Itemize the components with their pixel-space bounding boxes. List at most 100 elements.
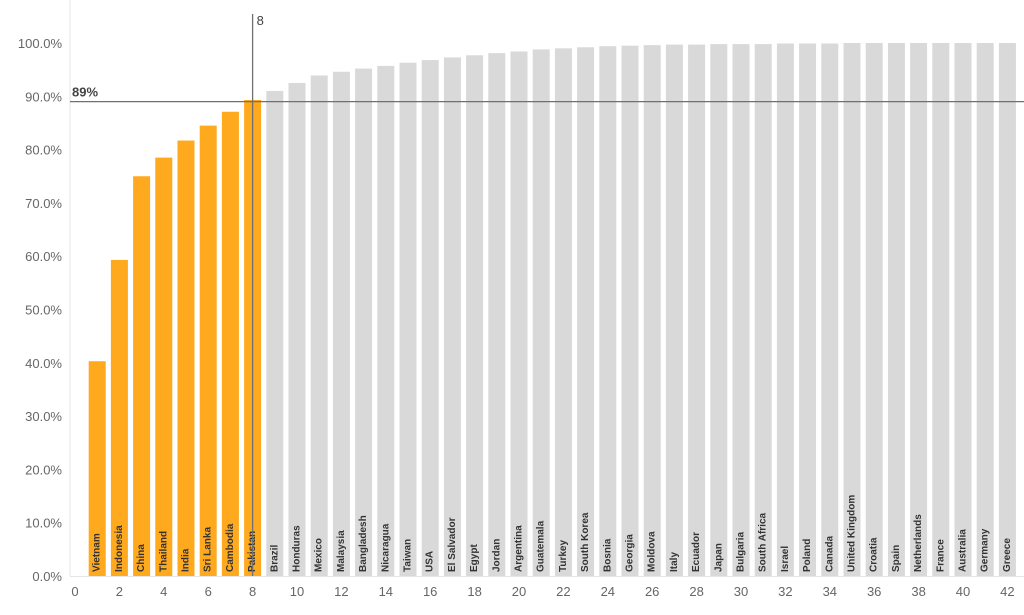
bar-label: El Salvador xyxy=(447,517,458,572)
bar-label: Turkey xyxy=(558,540,569,572)
x-tick-label: 42 xyxy=(1000,584,1014,599)
bar-label: Egypt xyxy=(469,544,480,572)
bar xyxy=(421,60,439,576)
bar xyxy=(510,51,528,576)
bar-label: Israel xyxy=(780,546,791,572)
bars-layer xyxy=(88,43,1016,577)
bar-label: USA xyxy=(425,551,436,572)
bar xyxy=(621,45,639,577)
x-tick-label: 2 xyxy=(116,584,123,599)
bar xyxy=(710,44,728,577)
x-tick-label: 18 xyxy=(467,584,481,599)
x-tick-label: 40 xyxy=(956,584,970,599)
bar xyxy=(910,43,928,576)
y-tick-label: 100.0% xyxy=(18,36,63,51)
bar-label: Croatia xyxy=(869,537,880,572)
bar-label: Canada xyxy=(824,535,835,572)
x-tick-label: 22 xyxy=(556,584,570,599)
reference-lines-layer: 89% 8 xyxy=(70,13,1024,576)
bar xyxy=(865,43,883,576)
y-tick-label: 30.0% xyxy=(25,409,62,424)
bar-label: South Korea xyxy=(580,512,591,572)
x-tick-label: 0 xyxy=(71,584,78,599)
bar xyxy=(110,259,128,576)
x-tick-label: 24 xyxy=(601,584,615,599)
bar xyxy=(776,43,794,576)
y-tick-label: 0.0% xyxy=(32,569,62,584)
bar-label: Sri Lanka xyxy=(203,527,214,572)
x-tick-label: 38 xyxy=(911,584,925,599)
bar-label: India xyxy=(181,548,192,572)
bar xyxy=(532,49,550,577)
bar-label: Japan xyxy=(713,543,724,572)
bar-label: Nicaragua xyxy=(380,523,391,572)
bar xyxy=(577,47,595,577)
x-tick-label: 4 xyxy=(160,584,167,599)
bar xyxy=(155,157,173,576)
bar xyxy=(288,82,306,576)
y-tick-label: 20.0% xyxy=(25,462,62,477)
bar-label: Moldova xyxy=(647,531,658,572)
x-tick-label: 32 xyxy=(778,584,792,599)
bar-label: Brazil xyxy=(269,545,280,572)
x-tick-label: 26 xyxy=(645,584,659,599)
bar xyxy=(932,43,950,576)
bar-label: Guatemala xyxy=(536,520,547,572)
bar xyxy=(310,75,328,576)
x-tick-label: 30 xyxy=(734,584,748,599)
bar-label: Taiwan xyxy=(403,539,414,572)
reference-label-vertical: 8 xyxy=(257,13,264,28)
bar-label: Netherlands xyxy=(913,514,924,572)
bar-label: France xyxy=(935,539,946,572)
y-tick-label: 10.0% xyxy=(25,516,62,531)
bar xyxy=(133,176,151,576)
bar xyxy=(799,43,817,576)
y-tick-label: 90.0% xyxy=(25,89,62,104)
bar xyxy=(643,45,661,576)
bar xyxy=(332,71,350,577)
y-tick-label: 40.0% xyxy=(25,356,62,371)
x-tick-label: 34 xyxy=(823,584,837,599)
bar-label: Bosnia xyxy=(602,538,613,572)
bar xyxy=(688,44,706,576)
bar-label: Poland xyxy=(802,539,813,572)
bar-label: Italy xyxy=(669,552,680,572)
bar xyxy=(754,44,772,577)
bar-label: Bangladesh xyxy=(358,515,369,572)
bar xyxy=(177,140,195,576)
bar xyxy=(976,43,994,576)
y-tick-label: 50.0% xyxy=(25,303,62,318)
bar xyxy=(554,48,572,576)
x-tick-label: 20 xyxy=(512,584,526,599)
x-axis-ticks: 0 2 4 6 8 10 12 14 16 18 20 22 24 26 28 30 32 34 36 38 40 42 xyxy=(71,584,1014,599)
bar xyxy=(266,90,284,576)
y-tick-label: 70.0% xyxy=(25,196,62,211)
bar-label: South Africa xyxy=(758,512,769,572)
bar xyxy=(599,46,617,576)
bar xyxy=(488,53,506,576)
y-tick-label: 80.0% xyxy=(25,143,62,158)
bar xyxy=(732,44,750,577)
bar xyxy=(355,68,373,577)
x-tick-label: 10 xyxy=(290,584,304,599)
bar-label: Thailand xyxy=(158,531,169,572)
axis-layer xyxy=(69,0,1024,577)
bar xyxy=(377,65,395,576)
bar-label: Australia xyxy=(958,529,969,572)
bar-label: Malaysia xyxy=(336,530,347,572)
bar-label: Bulgaria xyxy=(736,532,747,572)
bar xyxy=(199,125,217,577)
bar xyxy=(443,57,461,577)
bar xyxy=(466,55,484,577)
bar-label: Mexico xyxy=(314,538,325,572)
x-tick-label: 14 xyxy=(379,584,393,599)
bar xyxy=(887,43,905,576)
bar xyxy=(665,44,683,576)
x-tick-label: 36 xyxy=(867,584,881,599)
bar-label: Honduras xyxy=(292,525,303,572)
bar xyxy=(399,62,417,576)
bar-label: Greece xyxy=(1002,538,1013,572)
y-axis-ticks: 0.0% 10.0% 20.0% 30.0% 40.0% 50.0% 60.0% 70.0% 8… xyxy=(18,36,63,584)
x-tick-label: 6 xyxy=(205,584,212,599)
